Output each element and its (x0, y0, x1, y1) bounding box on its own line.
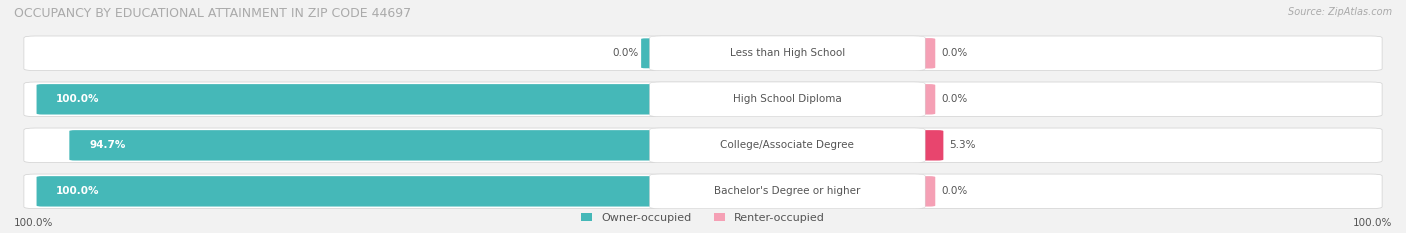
FancyBboxPatch shape (650, 174, 925, 209)
FancyBboxPatch shape (69, 130, 666, 161)
FancyBboxPatch shape (908, 38, 935, 69)
Text: High School Diploma: High School Diploma (733, 94, 842, 104)
Text: 100.0%: 100.0% (14, 218, 53, 228)
FancyBboxPatch shape (908, 176, 935, 206)
Text: 100.0%: 100.0% (56, 94, 100, 104)
Text: 100.0%: 100.0% (1353, 218, 1392, 228)
Text: 0.0%: 0.0% (941, 48, 967, 58)
FancyBboxPatch shape (650, 82, 925, 116)
FancyBboxPatch shape (24, 174, 1382, 209)
FancyBboxPatch shape (24, 82, 1382, 116)
Text: College/Associate Degree: College/Associate Degree (720, 140, 855, 150)
Text: 0.0%: 0.0% (941, 94, 967, 104)
Text: 0.0%: 0.0% (941, 186, 967, 196)
Legend: Owner-occupied, Renter-occupied: Owner-occupied, Renter-occupied (576, 209, 830, 227)
FancyBboxPatch shape (908, 84, 935, 114)
FancyBboxPatch shape (650, 36, 925, 71)
FancyBboxPatch shape (908, 130, 943, 161)
Text: 94.7%: 94.7% (89, 140, 125, 150)
FancyBboxPatch shape (37, 84, 666, 114)
FancyBboxPatch shape (650, 128, 925, 163)
Text: 100.0%: 100.0% (56, 186, 100, 196)
FancyBboxPatch shape (24, 36, 1382, 71)
Text: OCCUPANCY BY EDUCATIONAL ATTAINMENT IN ZIP CODE 44697: OCCUPANCY BY EDUCATIONAL ATTAINMENT IN Z… (14, 7, 411, 20)
FancyBboxPatch shape (641, 38, 665, 68)
FancyBboxPatch shape (24, 128, 1382, 163)
Text: 5.3%: 5.3% (949, 140, 976, 150)
Text: 0.0%: 0.0% (612, 48, 638, 58)
FancyBboxPatch shape (37, 176, 666, 206)
Text: Less than High School: Less than High School (730, 48, 845, 58)
Text: Bachelor's Degree or higher: Bachelor's Degree or higher (714, 186, 860, 196)
Text: Source: ZipAtlas.com: Source: ZipAtlas.com (1288, 7, 1392, 17)
